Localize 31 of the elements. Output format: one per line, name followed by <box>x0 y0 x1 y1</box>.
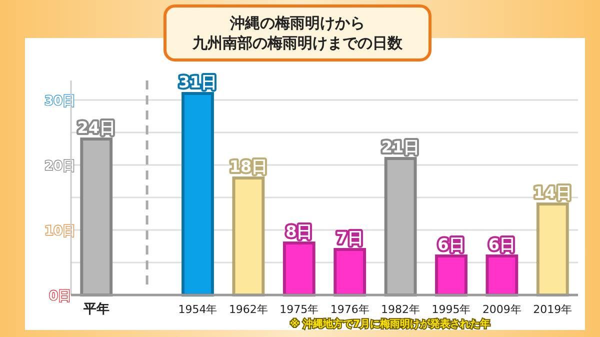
chart-title: 沖縄の梅雨明けから <box>229 14 365 32</box>
bar <box>435 254 468 296</box>
data-label: 24日 <box>77 118 116 137</box>
text: ※ 沖縄地方で7月に梅雨明けが発表された年 <box>290 318 490 330</box>
bar <box>80 138 113 296</box>
x-tick-label: 1982年 <box>381 303 420 316</box>
bar <box>536 202 569 296</box>
data-label: 18日 <box>229 157 268 176</box>
x-tick-label: 2009年 <box>482 303 522 316</box>
data-label: 6日 <box>438 235 465 254</box>
x-tick-label: 1962年 <box>228 303 268 316</box>
data-label: 31日 <box>178 72 217 92</box>
x-tick-label: 1975年 <box>280 303 319 316</box>
x-tick-label: 1995年 <box>432 303 471 316</box>
bar <box>486 254 518 296</box>
data-label: 6日 <box>488 235 516 254</box>
data-label: 7日 <box>336 228 364 248</box>
data-label: 21日 <box>381 138 420 156</box>
data-label: 14日 <box>534 183 572 202</box>
bar <box>334 248 366 296</box>
y-tick-label: 0日 <box>48 289 72 304</box>
x-tick-label: 1954年 <box>178 303 218 316</box>
x-tick-label: 2019年 <box>533 303 572 316</box>
x-tick-label: 平年 <box>82 302 110 317</box>
bar <box>282 242 316 296</box>
bar <box>232 176 265 296</box>
bar <box>182 92 214 296</box>
bar <box>384 157 417 296</box>
x-tick-label: 1976年 <box>330 303 370 316</box>
chart-subtitle: 九州南部の梅雨明けまでの日数 <box>192 34 404 52</box>
data-label: 8日 <box>286 222 313 241</box>
